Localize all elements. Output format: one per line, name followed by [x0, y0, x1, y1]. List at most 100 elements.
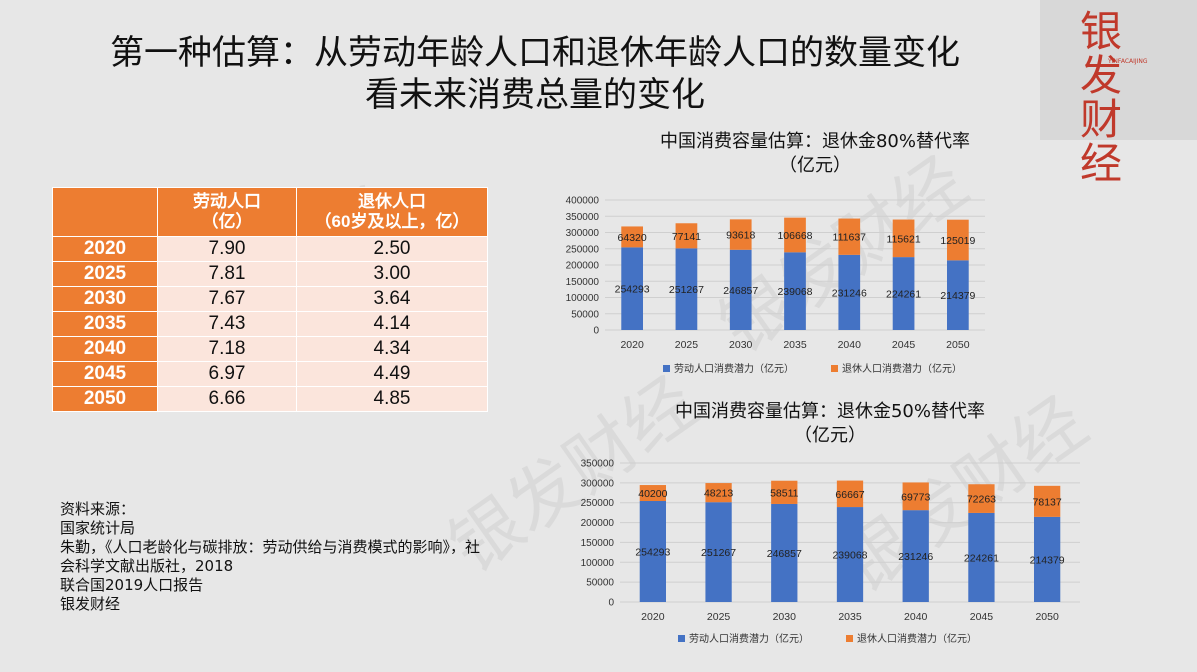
table-cell-year: 2025: [52, 261, 158, 287]
y-tick-label: 250000: [581, 498, 615, 509]
table-row: 2030 7.67 3.64: [52, 286, 488, 312]
bar-retire-segment: [838, 218, 861, 255]
legend-swatch-labor: [663, 365, 670, 372]
legend-label-retire: 退休人口消费潜力（亿元）: [857, 632, 977, 645]
x-tick-label: 2030: [729, 339, 753, 351]
chart1-title-line2: （亿元）: [779, 155, 851, 176]
chart1-title: 中国消费容量估算：退休金80%替代率 （亿元）: [600, 130, 1030, 178]
y-tick-label: 50000: [586, 578, 614, 589]
x-tick-label: 2050: [946, 339, 970, 351]
chart2-title-line2: （亿元）: [794, 425, 866, 446]
sources-line: 联合国2019人口报告: [60, 576, 204, 594]
table-row: 2025 7.81 3.00: [52, 261, 488, 287]
data-label: 246857: [723, 285, 758, 297]
table-header-retire: 退休人口 （60岁及以上，亿）: [296, 187, 488, 237]
table-row: 2050 6.66 4.85: [52, 386, 488, 412]
table-cell-retire: 3.64: [296, 286, 488, 312]
bar-retire-segment: [902, 482, 929, 511]
bar-retire-segment: [1034, 485, 1061, 517]
chart2-title: 中国消费容量估算：退休金50%替代率 （亿元）: [615, 400, 1045, 448]
brand-logo: 银发财经: [1080, 7, 1125, 188]
table-row: 2045 6.97 4.49: [52, 361, 488, 387]
y-tick-label: 100000: [566, 293, 600, 304]
bar-retire-segment: [705, 483, 732, 503]
slide-title: 第一种估算：从劳动年龄人口和退休年龄人口的数量变化 看未来消费总量的变化: [60, 32, 1010, 116]
y-tick-label: 200000: [566, 261, 600, 272]
y-tick-label: 50000: [571, 309, 599, 320]
y-tick-label: 400000: [566, 196, 600, 207]
x-tick-label: 2025: [675, 339, 699, 351]
chart2-title-line1: 中国消费容量估算：退休金50%替代率: [674, 401, 985, 422]
table-cell-labor: 6.97: [157, 361, 297, 387]
x-tick-label: 2035: [783, 339, 807, 351]
bar-retire-segment: [892, 219, 915, 258]
sources-heading: 资料来源：: [60, 500, 136, 518]
data-label: 125019: [940, 235, 975, 247]
x-tick-label: 2020: [641, 611, 665, 623]
data-label: 239068: [832, 550, 867, 562]
data-label: 115621: [886, 233, 920, 245]
bar-retire-segment: [771, 480, 798, 504]
data-label: 239068: [777, 286, 812, 298]
x-tick-label: 2045: [892, 339, 916, 351]
y-tick-label: 150000: [581, 538, 615, 549]
data-label: 224261: [886, 289, 921, 301]
data-label: 214379: [940, 290, 975, 302]
bar-labor-segment: [947, 260, 969, 330]
legend-swatch-retire: [831, 365, 838, 372]
y-tick-label: 350000: [581, 459, 615, 470]
bar-labor-segment: [705, 502, 732, 602]
bar-labor-segment: [892, 257, 915, 330]
table-cell-labor: 7.67: [157, 286, 297, 312]
sources-block: 资料来源： 国家统计局 朱勤，《人口老龄化与碳排放：劳动供给与消费模式的影响》，…: [60, 500, 480, 614]
table-header-retire-line1: 退休人口: [358, 192, 426, 211]
x-tick-label: 2050: [1035, 611, 1059, 623]
chart2-stacked-bar-chart: 0 50000 100000 150000 200000 250000 300000 3500…: [581, 459, 1080, 645]
bar-labor-segment: [838, 254, 861, 330]
table-cell-year: 2040: [52, 336, 158, 362]
logo-background: [1040, 0, 1197, 140]
table-row: 2040 7.18 4.34: [52, 336, 488, 362]
bar-retire-segment: [621, 226, 643, 248]
brand-logo-subtitle: YINFACAIJING: [1108, 58, 1148, 65]
y-tick-label: 300000: [581, 478, 615, 489]
table-cell-labor: 7.81: [157, 261, 297, 287]
data-label: 66667: [835, 489, 864, 501]
x-tick-label: 2025: [707, 611, 731, 623]
table-row: 2035 7.43 4.14: [52, 311, 488, 337]
table-header-labor-line2: （亿）: [201, 212, 253, 231]
data-label: 251267: [669, 284, 704, 296]
table-cell-retire: 4.34: [296, 336, 488, 362]
legend-swatch-labor: [678, 635, 685, 642]
y-tick-label: 300000: [566, 228, 600, 239]
y-tick-label: 100000: [581, 558, 615, 569]
data-label: 78137: [1033, 496, 1062, 508]
data-label: 93618: [726, 230, 755, 242]
table-cell-retire: 3.00: [296, 261, 488, 287]
x-tick-label: 2040: [904, 611, 928, 623]
data-label: 58511: [770, 487, 799, 499]
table-row: 2020 7.90 2.50: [52, 236, 488, 262]
slide-title-line2: 看未来消费总量的变化: [365, 75, 705, 115]
data-label: 69773: [901, 491, 930, 503]
chart1-title-line1: 中国消费容量估算：退休金80%替代率: [659, 131, 970, 152]
data-label: 246857: [767, 548, 802, 560]
bar-labor-segment: [729, 249, 752, 330]
bar-retire-segment: [729, 219, 752, 250]
x-tick-label: 2040: [838, 339, 862, 351]
data-label: 251267: [701, 547, 736, 559]
bar-labor-segment: [784, 252, 806, 330]
population-table: 劳动人口 （亿） 退休人口 （60岁及以上，亿） 2020 7.90 2.50 …: [52, 187, 488, 412]
y-tick-label: 200000: [581, 518, 615, 529]
table-cell-year: 2035: [52, 311, 158, 337]
data-label: 106668: [777, 230, 812, 242]
bar-retire-segment: [639, 485, 666, 502]
data-label: 48213: [704, 488, 733, 500]
table-header-retire-line2: （60岁及以上，亿）: [314, 212, 470, 231]
y-tick-label: 150000: [566, 277, 600, 288]
table-cell-labor: 6.66: [157, 386, 297, 412]
table-cell-labor: 7.90: [157, 236, 297, 262]
data-label: 214379: [1030, 554, 1065, 566]
bar-retire-segment: [675, 223, 698, 249]
bar-labor-segment: [902, 510, 929, 602]
